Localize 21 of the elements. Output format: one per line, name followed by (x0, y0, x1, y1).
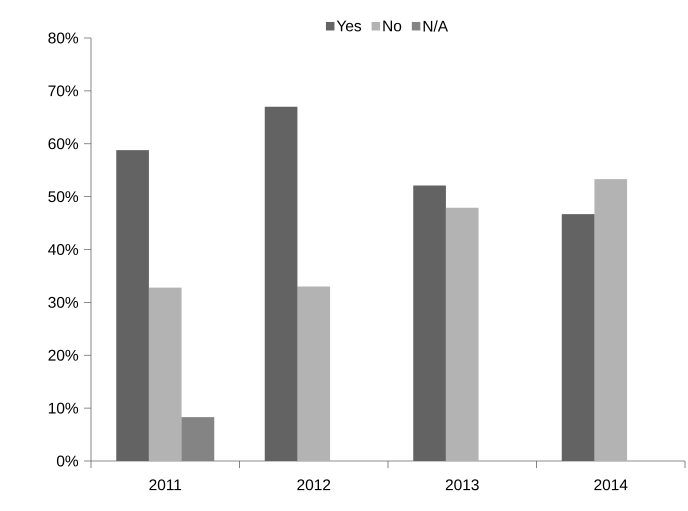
bar (182, 417, 214, 461)
y-tick-label: 30% (48, 296, 78, 308)
y-tick-label: 10% (48, 402, 78, 414)
y-tick-label: 20% (48, 350, 78, 361)
bar (446, 208, 479, 461)
x-tick-label: 2013 (446, 479, 479, 490)
y-tick-label: 80% (48, 32, 78, 44)
legend-label: Yes (336, 20, 362, 32)
legend-label: No (383, 20, 402, 32)
bar (297, 286, 330, 461)
y-tick-label: 40% (48, 244, 78, 255)
x-tick-label: 2011 (149, 479, 182, 490)
x-tick-label: 2014 (594, 479, 628, 490)
bar (148, 288, 182, 461)
y-tick-label: 70% (48, 85, 78, 96)
legend-label: N/A (424, 20, 448, 32)
bar (594, 179, 628, 461)
y-tick-label: 60% (48, 138, 78, 150)
y-tick-label: 0% (56, 456, 78, 466)
x-tick-label: 2012 (297, 479, 330, 490)
y-tick-label: 50% (48, 191, 78, 202)
